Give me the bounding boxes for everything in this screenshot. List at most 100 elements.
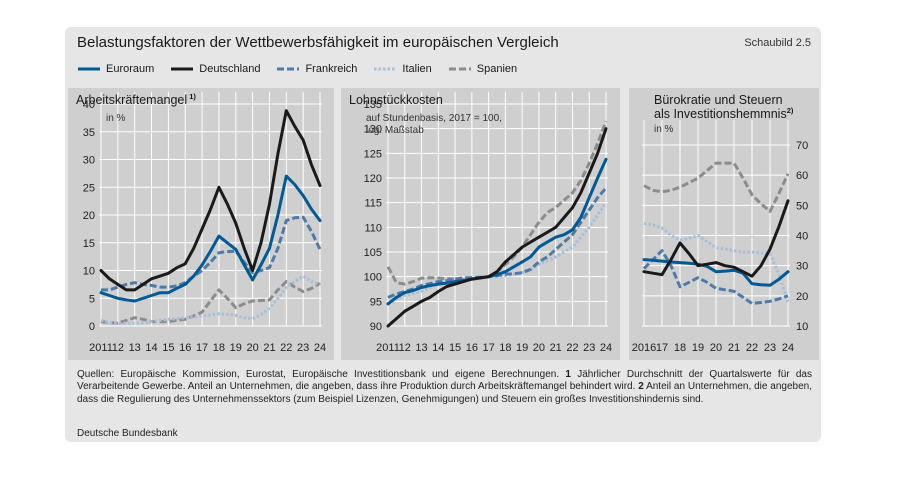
x-tick-label: 17 bbox=[656, 342, 668, 354]
x-tick-label: 22 bbox=[280, 342, 292, 354]
series-line-spanien bbox=[643, 161, 790, 213]
y-tick-label: 35 bbox=[83, 127, 95, 139]
series-line-deutschland bbox=[99, 109, 322, 292]
chart-panel-buerokratie-steuern: 10 20 30 40 50 60 70 2016 17 18 19 20 21 22 23 24 Bürokr… bbox=[629, 88, 819, 360]
x-tick-label: 19 bbox=[516, 342, 528, 354]
y-tick-label: 135 bbox=[364, 99, 382, 111]
legend-item-deutschland: Deutschland bbox=[170, 63, 260, 75]
panel-title: Lohnstückkosten bbox=[349, 93, 443, 107]
y-tick-label: 70 bbox=[796, 140, 808, 152]
y-tick-label: 100 bbox=[364, 272, 382, 284]
series-line-deutschland bbox=[642, 199, 790, 278]
y-tick-label: 105 bbox=[364, 247, 382, 259]
series-line-euroraum bbox=[386, 157, 608, 306]
y-tick-label: 20 bbox=[83, 210, 95, 222]
x-tick-label: 15 bbox=[162, 342, 174, 354]
figure-number: Schaubild 2.5 bbox=[744, 37, 811, 49]
legend-item-euroraum: Euroraum bbox=[77, 63, 154, 75]
panel-subtitle-line: auf Stundenbasis, 2017 = 100, bbox=[366, 113, 502, 124]
x-tick-label: 24 bbox=[600, 342, 612, 354]
footnote-2-number: 2 bbox=[638, 381, 644, 393]
x-tick-label: 19 bbox=[692, 342, 704, 354]
x-tick-label: 13 bbox=[129, 342, 141, 354]
y-tick-label: 40 bbox=[796, 231, 808, 243]
x-tick-label: 24 bbox=[782, 342, 794, 354]
y-tick-label: 30 bbox=[796, 261, 808, 273]
panel-title-line: Bürokratie und Steuern bbox=[654, 93, 783, 107]
legend-swatch bbox=[171, 67, 194, 71]
y-tick-label: 95 bbox=[370, 296, 382, 308]
y-tick-label: 30 bbox=[83, 155, 95, 167]
y-tick-label: 25 bbox=[83, 182, 95, 194]
x-tick-label: 14 bbox=[145, 342, 157, 354]
y-tick-label: 10 bbox=[83, 266, 95, 278]
series-line-euroraum bbox=[99, 174, 322, 303]
legend: Euroraum Deutschland Frankreich Italien Span… bbox=[77, 63, 533, 75]
legend-label: Italien bbox=[402, 63, 432, 75]
y-tick-label: 0 bbox=[89, 321, 95, 333]
legend-swatch bbox=[448, 67, 471, 71]
x-tick-label: 17 bbox=[196, 342, 208, 354]
panel-title: Arbeitskräftemangel 1) bbox=[76, 92, 196, 107]
panel-subtitle-line: log. Maßstab bbox=[366, 125, 424, 136]
x-tick-label: 20 bbox=[246, 342, 258, 354]
x-tick-label: 21 bbox=[728, 342, 740, 354]
y-tick-label: 10 bbox=[796, 321, 808, 333]
y-tick-label: 5 bbox=[89, 293, 95, 305]
x-tick-label: 21 bbox=[263, 342, 275, 354]
y-tick-label: 90 bbox=[370, 321, 382, 333]
legend-label: Spanien bbox=[476, 63, 518, 75]
x-tick-label: 18 bbox=[213, 342, 225, 354]
footnote-1-number: 1 bbox=[565, 369, 571, 380]
x-tick-label: 21 bbox=[550, 342, 562, 354]
x-tick-label: 22 bbox=[746, 342, 758, 354]
x-tick-label: 20 bbox=[710, 342, 722, 354]
series-line-frankreich bbox=[101, 215, 322, 292]
x-tick-label: 2011 bbox=[89, 342, 113, 354]
x-tick-label: 12 bbox=[112, 342, 124, 354]
x-tick-label: 23 bbox=[297, 342, 309, 354]
legend-label: Frankreich bbox=[305, 63, 358, 75]
y-tick-label: 125 bbox=[364, 148, 382, 160]
series-line-deutschland bbox=[386, 127, 608, 328]
x-tick-label: 2011 bbox=[376, 342, 400, 354]
x-tick-label: 12 bbox=[399, 342, 411, 354]
legend-label: Euroraum bbox=[106, 63, 155, 75]
legend-item-italien: Italien bbox=[373, 63, 432, 75]
x-tick-label: 16 bbox=[466, 342, 478, 354]
x-tick-label: 19 bbox=[230, 342, 242, 354]
panel-unit: in % bbox=[654, 124, 674, 135]
x-tick-label: 17 bbox=[482, 342, 494, 354]
footnote-1-text: Jährlicher Durchschnitt der Quartalswert… bbox=[77, 369, 812, 393]
y-tick-label: 115 bbox=[364, 198, 382, 210]
x-tick-label: 2016 bbox=[632, 342, 656, 354]
x-tick-label: 18 bbox=[674, 342, 686, 354]
panel-unit: in % bbox=[106, 113, 126, 124]
y-tick-label: 50 bbox=[796, 200, 808, 212]
x-tick-label: 20 bbox=[533, 342, 545, 354]
legend-swatch bbox=[78, 67, 100, 71]
figure-title: Belastungsfaktoren der Wettbewerbsfähigk… bbox=[77, 34, 559, 51]
series-line-italien bbox=[100, 274, 321, 325]
x-tick-label: 16 bbox=[179, 342, 191, 354]
legend-swatch bbox=[277, 67, 300, 71]
x-tick-label: 14 bbox=[432, 342, 444, 354]
y-tick-label: 20 bbox=[796, 291, 808, 303]
source-line: Deutsche Bundesbank bbox=[77, 428, 178, 439]
panel-background bbox=[68, 88, 334, 360]
footnote-2-text: Anteil an Unternehmen, die angeben, dass… bbox=[77, 381, 812, 405]
y-tick-label: 60 bbox=[796, 170, 808, 182]
series-line-spanien bbox=[100, 280, 321, 325]
x-tick-label: 18 bbox=[499, 342, 511, 354]
legend-label: Deutschland bbox=[199, 63, 261, 75]
y-tick-label: 40 bbox=[83, 99, 95, 111]
y-tick-label: 110 bbox=[364, 222, 382, 234]
x-tick-label: 15 bbox=[449, 342, 461, 354]
x-tick-label: 23 bbox=[583, 342, 595, 354]
y-tick-label: 15 bbox=[83, 238, 95, 250]
x-tick-label: 13 bbox=[415, 342, 427, 354]
notes-sources: Quellen: Europäische Kommission, Eurosta… bbox=[77, 369, 566, 380]
y-tick-label: 120 bbox=[364, 173, 382, 185]
